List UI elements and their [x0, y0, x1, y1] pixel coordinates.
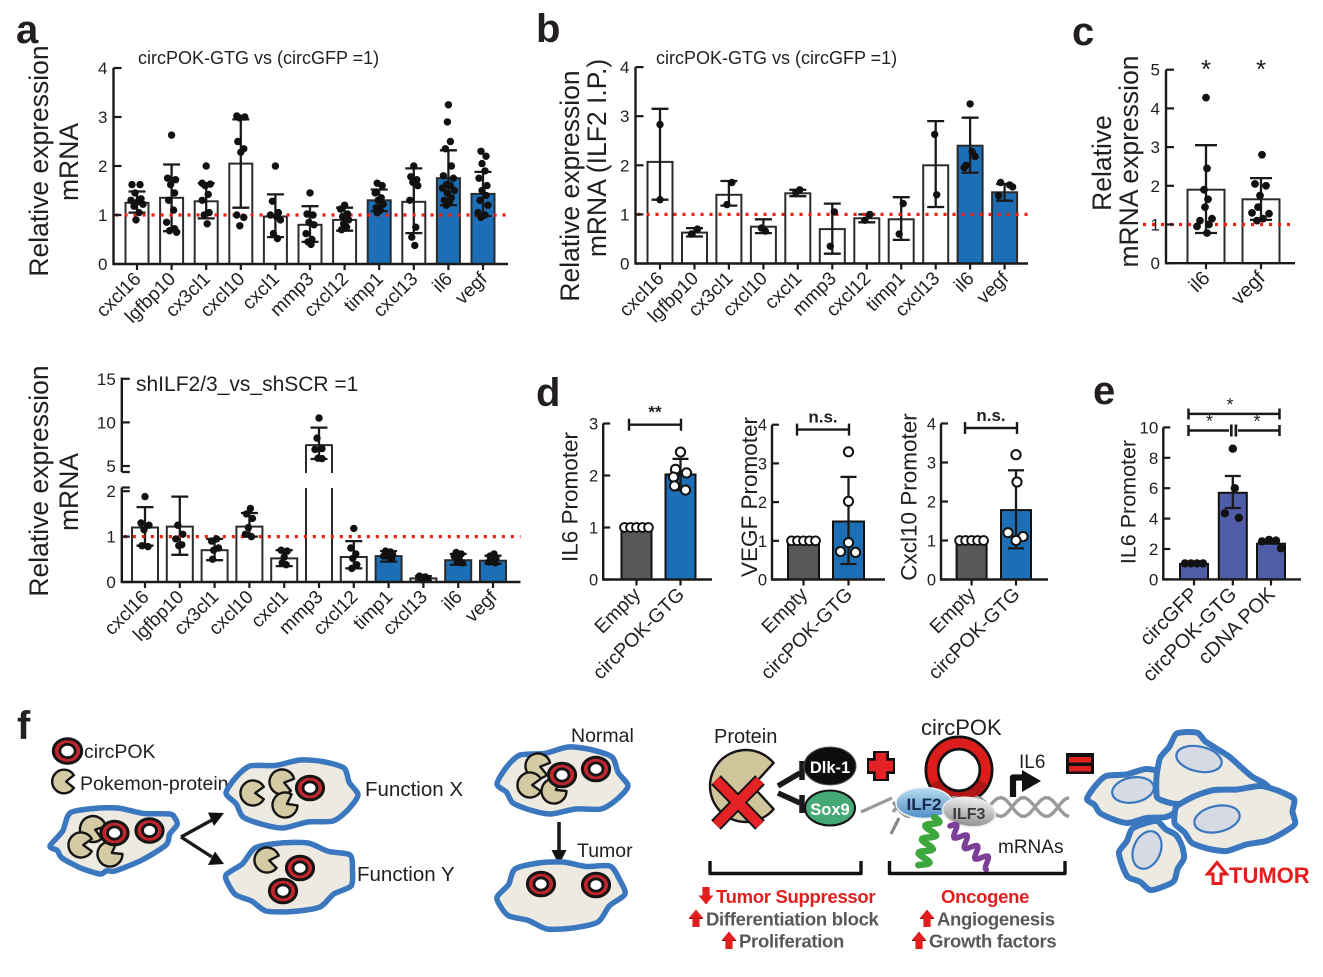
svg-text:mRNA: mRNA — [54, 453, 84, 531]
svg-text:Normal: Normal — [571, 725, 634, 747]
svg-text:IL6: IL6 — [1019, 752, 1045, 773]
svg-text:d: d — [536, 371, 560, 415]
svg-text:a: a — [16, 8, 39, 52]
svg-text:2: 2 — [1151, 177, 1160, 196]
svg-text:0: 0 — [106, 573, 115, 592]
svg-text:1: 1 — [620, 205, 629, 224]
svg-text:ILF3: ILF3 — [953, 806, 986, 823]
svg-text:1: 1 — [758, 533, 767, 551]
svg-text:Oncogene: Oncogene — [941, 886, 1029, 907]
svg-text:0: 0 — [1149, 570, 1158, 589]
svg-text:n.s.: n.s. — [808, 408, 837, 427]
svg-text:0: 0 — [589, 572, 598, 590]
svg-text:Relative expression: Relative expression — [555, 70, 585, 301]
svg-text:**: ** — [648, 403, 662, 422]
svg-text:2: 2 — [758, 494, 767, 512]
svg-text:3: 3 — [1151, 138, 1160, 157]
svg-text:circPOK: circPOK — [84, 741, 156, 763]
svg-text:Relative expression: Relative expression — [24, 365, 54, 596]
svg-text:4: 4 — [1151, 99, 1160, 118]
svg-text:4: 4 — [927, 416, 936, 434]
svg-text:shILF2/3_vs_shSCR =1: shILF2/3_vs_shSCR =1 — [136, 373, 358, 396]
svg-text:circPOK-GTG vs (circGFP =1): circPOK-GTG vs (circGFP =1) — [656, 48, 897, 68]
svg-text:3: 3 — [758, 455, 767, 473]
svg-text:mRNAs: mRNAs — [998, 837, 1063, 858]
svg-text:Relative: Relative — [1087, 115, 1117, 211]
svg-text:1: 1 — [1151, 216, 1160, 235]
svg-text:IL6 Promoter: IL6 Promoter — [1117, 440, 1141, 564]
svg-text:ILF2: ILF2 — [907, 795, 942, 814]
svg-text:IL6 Promoter: IL6 Promoter — [558, 431, 583, 562]
svg-text:3: 3 — [98, 108, 107, 127]
svg-text:1: 1 — [106, 528, 115, 547]
svg-text:1: 1 — [589, 520, 598, 538]
svg-text:0: 0 — [620, 255, 629, 274]
svg-text:Proliferation: Proliferation — [739, 931, 844, 952]
svg-text:*: * — [1226, 395, 1233, 415]
svg-text:2: 2 — [620, 156, 629, 175]
svg-text:2: 2 — [98, 157, 107, 176]
svg-text:15: 15 — [97, 370, 116, 389]
svg-text:circPOK-GTG vs (circGFP =1): circPOK-GTG vs (circGFP =1) — [138, 48, 379, 68]
svg-text:2: 2 — [927, 494, 936, 512]
svg-text:Tumor: Tumor — [577, 840, 633, 862]
svg-text:Tumor Suppressor: Tumor Suppressor — [716, 886, 875, 907]
svg-text:VEGF Promoter: VEGF Promoter — [737, 416, 762, 577]
svg-text:mRNA: mRNA — [54, 123, 84, 201]
svg-text:Pokemon-protein: Pokemon-protein — [80, 773, 229, 795]
svg-text:0: 0 — [758, 572, 767, 590]
svg-text:Function X: Function X — [365, 778, 463, 801]
svg-text:Dlk-1: Dlk-1 — [810, 759, 850, 777]
svg-text:*: * — [1253, 412, 1260, 432]
svg-text:e: e — [1093, 369, 1115, 413]
svg-text:5: 5 — [1151, 61, 1160, 80]
svg-text:Relative expression: Relative expression — [24, 45, 54, 276]
svg-text:5: 5 — [106, 457, 115, 476]
svg-text:10: 10 — [1139, 418, 1158, 437]
svg-text:1: 1 — [927, 533, 936, 551]
svg-text:*: * — [1206, 412, 1213, 432]
svg-text:Function Y: Function Y — [357, 863, 455, 886]
svg-text:4: 4 — [620, 58, 629, 77]
svg-text:b: b — [536, 7, 560, 51]
svg-text:4: 4 — [1149, 510, 1158, 529]
svg-text:2: 2 — [589, 468, 598, 486]
svg-text:2: 2 — [106, 482, 115, 501]
svg-text:Protein: Protein — [714, 726, 777, 748]
svg-text:*: * — [1256, 54, 1266, 84]
svg-text:3: 3 — [589, 416, 598, 434]
svg-text:6: 6 — [1149, 479, 1158, 498]
svg-text:4: 4 — [758, 417, 767, 435]
svg-text:n.s.: n.s. — [976, 406, 1005, 425]
svg-text:10: 10 — [97, 413, 116, 432]
svg-text:8: 8 — [1149, 449, 1158, 468]
svg-text:f: f — [17, 704, 31, 748]
svg-text:Differentiation block: Differentiation block — [706, 909, 880, 930]
svg-text:*: * — [1201, 54, 1211, 84]
svg-text:4: 4 — [98, 59, 107, 78]
svg-text:c: c — [1072, 10, 1094, 54]
svg-text:Sox9: Sox9 — [810, 801, 849, 819]
svg-text:Cxcl10 Promoter: Cxcl10 Promoter — [897, 413, 922, 581]
svg-text:mRNA expression: mRNA expression — [1114, 55, 1144, 267]
svg-text:Angiogenesis: Angiogenesis — [937, 909, 1055, 930]
svg-text:Growth factors: Growth factors — [929, 931, 1056, 952]
svg-text:TUMOR: TUMOR — [1229, 863, 1310, 888]
svg-text:0: 0 — [927, 572, 936, 590]
svg-text:0: 0 — [1151, 254, 1160, 273]
svg-text:mRNA (ILF2 I.P.): mRNA (ILF2 I.P.) — [582, 59, 612, 257]
svg-text:1: 1 — [98, 206, 107, 225]
svg-text:3: 3 — [927, 455, 936, 473]
svg-text:3: 3 — [620, 107, 629, 126]
svg-text:2: 2 — [1149, 540, 1158, 559]
svg-text:0: 0 — [98, 255, 107, 274]
